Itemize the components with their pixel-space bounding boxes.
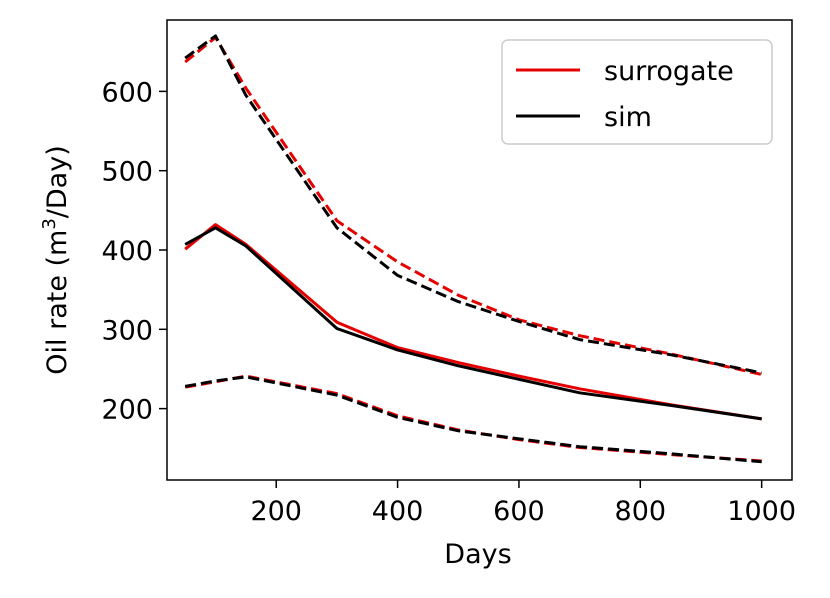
legend: surrogate sim	[501, 39, 773, 145]
legend-label-surrogate: surrogate	[604, 56, 734, 87]
legend-label-sim: sim	[604, 102, 652, 133]
axes-frame	[166, 19, 793, 481]
x-tick-label: 600	[493, 496, 545, 527]
axis-ticks: 200 400 600 800 1000 200 300 400 500 600	[101, 77, 796, 527]
series-line-sim-mean	[184, 226, 762, 421]
y-axis-title: Oil rate (m3/Day)	[39, 145, 73, 375]
x-tick-label: 200	[250, 496, 302, 527]
x-axis-title: Days	[444, 539, 511, 570]
plot-frame	[166, 19, 793, 481]
series-line-surrogate-mean	[184, 223, 762, 421]
y-tick-label: 200	[101, 395, 153, 426]
series-line-sim-lower	[184, 375, 762, 464]
x-tick-label: 800	[615, 496, 667, 527]
x-tick-label: 1000	[727, 496, 796, 527]
y-tick-label: 400	[101, 236, 153, 267]
series-line-surrogate-lower	[184, 374, 762, 463]
x-tick-label: 400	[372, 496, 424, 527]
plot-area	[184, 34, 763, 464]
y-tick-label: 300	[101, 315, 153, 346]
legend-box	[501, 39, 773, 145]
y-tick-label: 600	[101, 77, 153, 108]
series-line-sim-upper	[184, 34, 762, 375]
y-tick-label: 500	[101, 157, 153, 188]
